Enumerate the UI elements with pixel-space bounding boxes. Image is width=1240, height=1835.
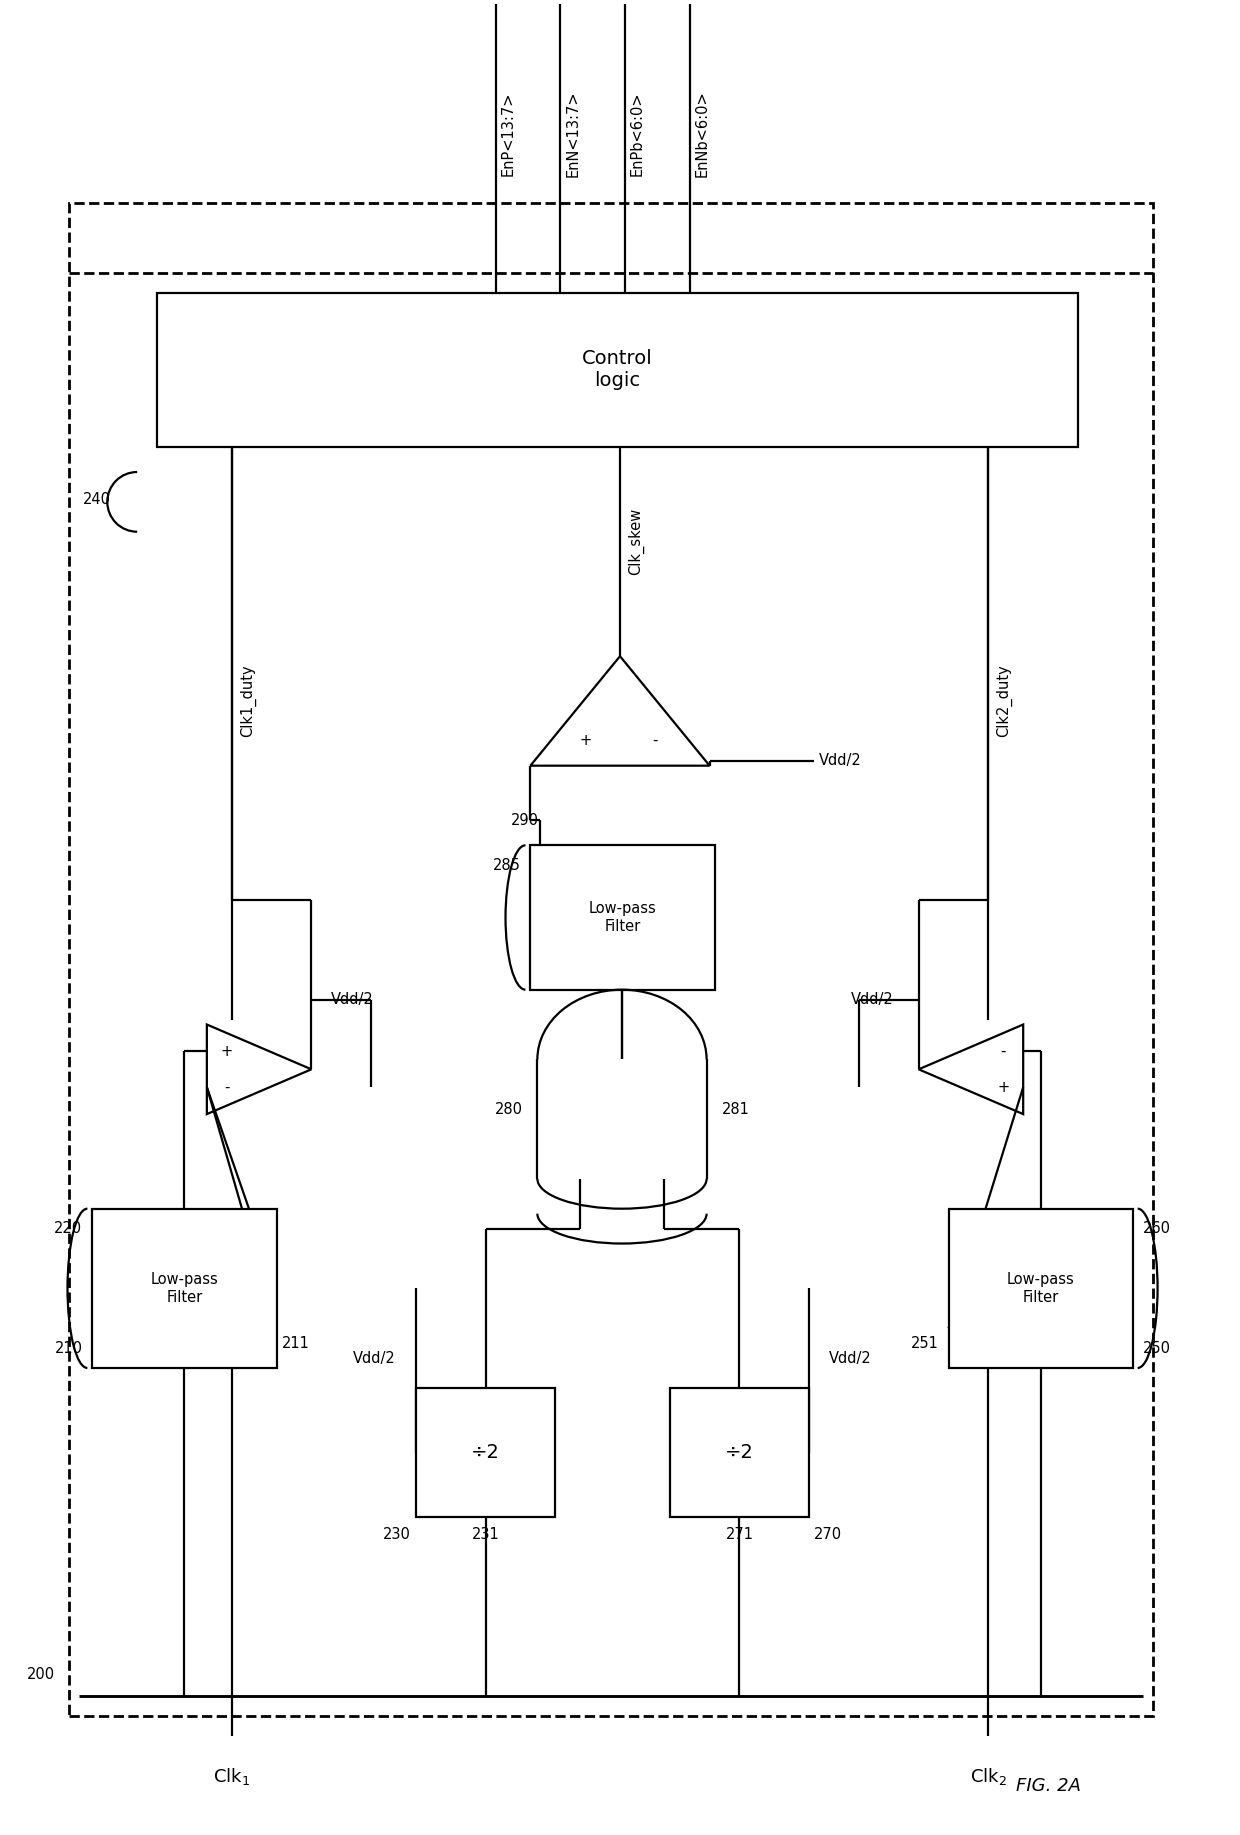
- Text: Vdd/2: Vdd/2: [820, 752, 862, 769]
- Text: Vdd/2: Vdd/2: [830, 1351, 872, 1365]
- Bar: [92, 1209, 277, 1367]
- Text: 240: 240: [82, 492, 110, 506]
- Text: -: -: [224, 1079, 229, 1095]
- Text: +: +: [997, 1079, 1009, 1095]
- Text: 210: 210: [55, 1341, 82, 1356]
- Text: EnN<13:7>: EnN<13:7>: [565, 90, 580, 176]
- Text: Vdd/2: Vdd/2: [851, 993, 894, 1007]
- Text: 271: 271: [725, 1527, 754, 1541]
- Text: 270: 270: [815, 1527, 842, 1541]
- Text: 260: 260: [1142, 1220, 1171, 1237]
- Text: Vdd/2: Vdd/2: [331, 993, 374, 1007]
- Text: +: +: [579, 734, 591, 749]
- Text: Clk1_duty: Clk1_duty: [239, 664, 255, 738]
- Text: EnPb<6:0>: EnPb<6:0>: [630, 92, 645, 176]
- Text: Low-pass
Filter: Low-pass Filter: [589, 901, 656, 934]
- Text: 281: 281: [722, 1101, 749, 1118]
- Text: 211: 211: [281, 1336, 310, 1351]
- Text: 285: 285: [492, 857, 521, 873]
- Bar: [415, 1387, 556, 1518]
- Text: 251: 251: [910, 1336, 939, 1351]
- Bar: [670, 1387, 810, 1518]
- Text: 231: 231: [471, 1527, 500, 1541]
- Bar: [157, 294, 1078, 448]
- Text: Clk$_2$: Clk$_2$: [970, 1765, 1007, 1787]
- Text: EnNb<6:0>: EnNb<6:0>: [694, 90, 709, 176]
- Text: ÷2: ÷2: [471, 1442, 500, 1462]
- Text: Clk2_duty: Clk2_duty: [996, 664, 1013, 738]
- Text: FIG. 2A: FIG. 2A: [1016, 1776, 1080, 1795]
- Text: 250: 250: [1142, 1341, 1171, 1356]
- Text: 230: 230: [383, 1527, 410, 1541]
- Text: Clk$_1$: Clk$_1$: [213, 1765, 250, 1787]
- Text: 280: 280: [495, 1101, 522, 1118]
- Text: Vdd/2: Vdd/2: [353, 1351, 396, 1365]
- Text: +: +: [221, 1044, 233, 1059]
- Bar: [531, 846, 714, 989]
- Text: Low-pass
Filter: Low-pass Filter: [150, 1272, 218, 1305]
- Text: 290: 290: [511, 813, 538, 828]
- Bar: [69, 204, 1153, 1716]
- Text: Control
logic: Control logic: [582, 349, 653, 391]
- Text: 200: 200: [26, 1666, 55, 1681]
- Text: -: -: [652, 734, 657, 749]
- Text: Clk_skew: Clk_skew: [627, 508, 644, 576]
- Bar: [949, 1209, 1132, 1367]
- Text: -: -: [1001, 1044, 1006, 1059]
- Text: ÷2: ÷2: [725, 1442, 754, 1462]
- Text: EnP<13:7>: EnP<13:7>: [501, 92, 516, 176]
- Text: Low-pass
Filter: Low-pass Filter: [1007, 1272, 1075, 1305]
- Text: 220: 220: [55, 1220, 82, 1237]
